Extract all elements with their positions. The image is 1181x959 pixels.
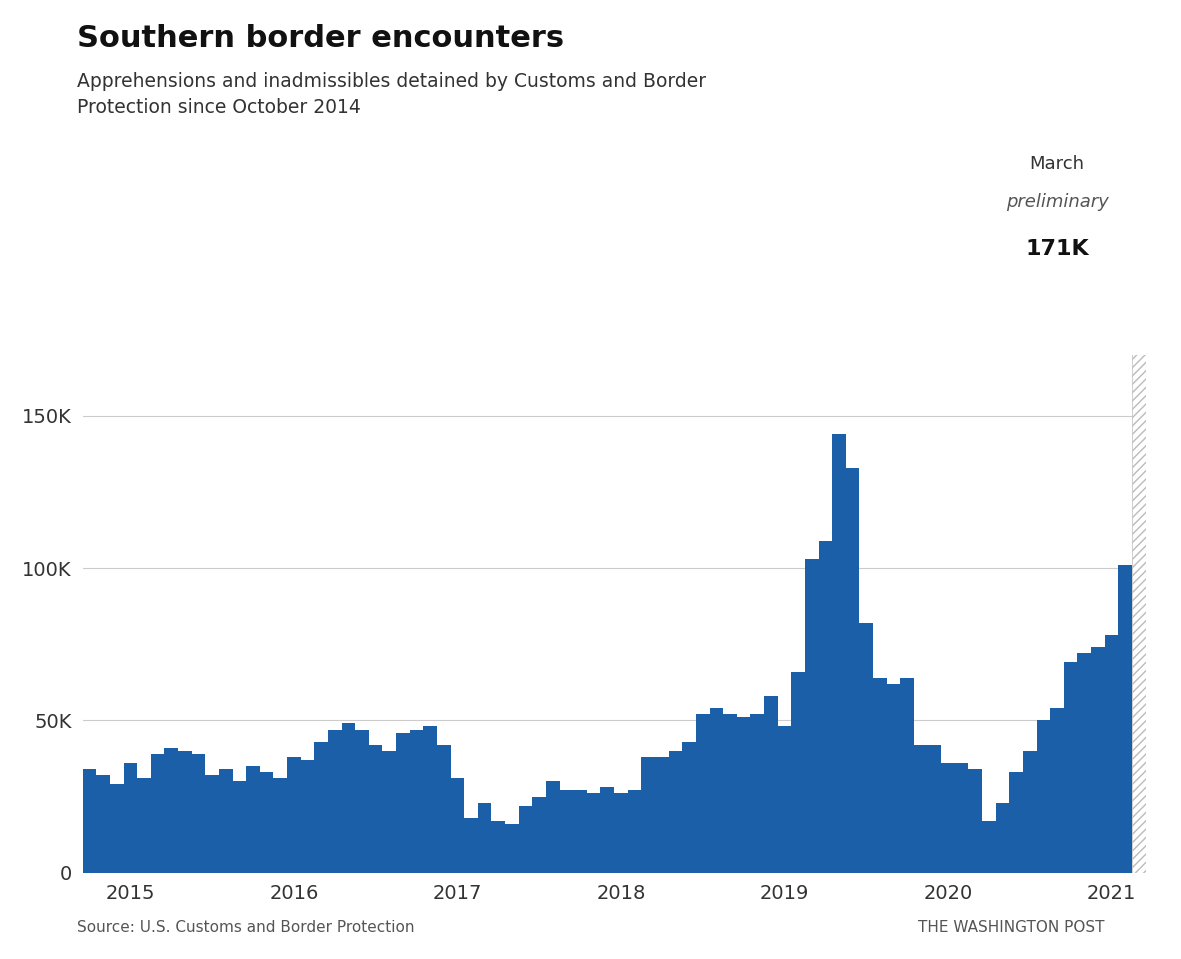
- Bar: [941, 763, 954, 873]
- Bar: [983, 821, 996, 873]
- Bar: [368, 745, 383, 873]
- Bar: [491, 821, 505, 873]
- Bar: [764, 696, 777, 873]
- Bar: [137, 779, 151, 873]
- Bar: [383, 751, 396, 873]
- Bar: [968, 769, 983, 873]
- Bar: [546, 782, 560, 873]
- Bar: [97, 775, 110, 873]
- Bar: [1091, 647, 1104, 873]
- Bar: [478, 803, 491, 873]
- Bar: [887, 684, 900, 873]
- Bar: [1118, 565, 1131, 873]
- Bar: [1064, 663, 1077, 873]
- Bar: [451, 779, 464, 873]
- Bar: [777, 727, 791, 873]
- Text: Apprehensions and inadmissibles detained by Customs and Border
Protection since : Apprehensions and inadmissibles detained…: [77, 72, 706, 117]
- Bar: [914, 745, 927, 873]
- Bar: [341, 723, 355, 873]
- Bar: [260, 772, 274, 873]
- Bar: [191, 754, 205, 873]
- Bar: [696, 714, 710, 873]
- Bar: [614, 793, 628, 873]
- Bar: [1037, 720, 1050, 873]
- Bar: [683, 741, 696, 873]
- Bar: [151, 754, 164, 873]
- Bar: [328, 730, 341, 873]
- Bar: [600, 787, 614, 873]
- Bar: [1010, 772, 1023, 873]
- Bar: [246, 766, 260, 873]
- Bar: [641, 757, 655, 873]
- Bar: [287, 757, 301, 873]
- Bar: [437, 745, 451, 873]
- Bar: [573, 790, 587, 873]
- Bar: [1023, 751, 1037, 873]
- Text: Southern border encounters: Southern border encounters: [77, 24, 563, 53]
- Text: Source: U.S. Customs and Border Protection: Source: U.S. Customs and Border Protecti…: [77, 920, 415, 935]
- Bar: [723, 714, 737, 873]
- Bar: [710, 708, 723, 873]
- Bar: [218, 769, 233, 873]
- Bar: [737, 717, 750, 873]
- Bar: [846, 468, 860, 873]
- Bar: [900, 678, 914, 873]
- Bar: [954, 763, 968, 873]
- Bar: [233, 782, 246, 873]
- Text: preliminary: preliminary: [1006, 193, 1109, 211]
- Bar: [533, 797, 546, 873]
- Bar: [818, 541, 833, 873]
- Bar: [396, 733, 410, 873]
- Bar: [791, 671, 805, 873]
- Bar: [301, 760, 314, 873]
- Bar: [423, 727, 437, 873]
- Bar: [274, 779, 287, 873]
- Bar: [668, 751, 683, 873]
- Bar: [110, 784, 124, 873]
- Bar: [927, 745, 941, 873]
- Bar: [655, 757, 668, 873]
- Text: THE WASHINGTON POST: THE WASHINGTON POST: [918, 920, 1104, 935]
- Bar: [464, 818, 478, 873]
- Bar: [518, 806, 533, 873]
- Bar: [1104, 635, 1118, 873]
- Bar: [410, 730, 423, 873]
- Bar: [1077, 653, 1091, 873]
- Bar: [505, 824, 518, 873]
- Bar: [205, 775, 218, 873]
- Bar: [1050, 708, 1064, 873]
- Bar: [355, 730, 368, 873]
- Bar: [560, 790, 573, 873]
- Bar: [587, 793, 600, 873]
- Bar: [860, 623, 873, 873]
- Bar: [83, 769, 97, 873]
- Bar: [805, 559, 818, 873]
- Text: March: March: [1030, 154, 1084, 173]
- Bar: [833, 434, 846, 873]
- Bar: [750, 714, 764, 873]
- Bar: [873, 678, 887, 873]
- Bar: [314, 741, 328, 873]
- Bar: [628, 790, 641, 873]
- Bar: [164, 748, 178, 873]
- Bar: [178, 751, 191, 873]
- Bar: [1131, 352, 1146, 873]
- Bar: [124, 763, 137, 873]
- Bar: [996, 803, 1010, 873]
- Text: 171K: 171K: [1025, 239, 1089, 259]
